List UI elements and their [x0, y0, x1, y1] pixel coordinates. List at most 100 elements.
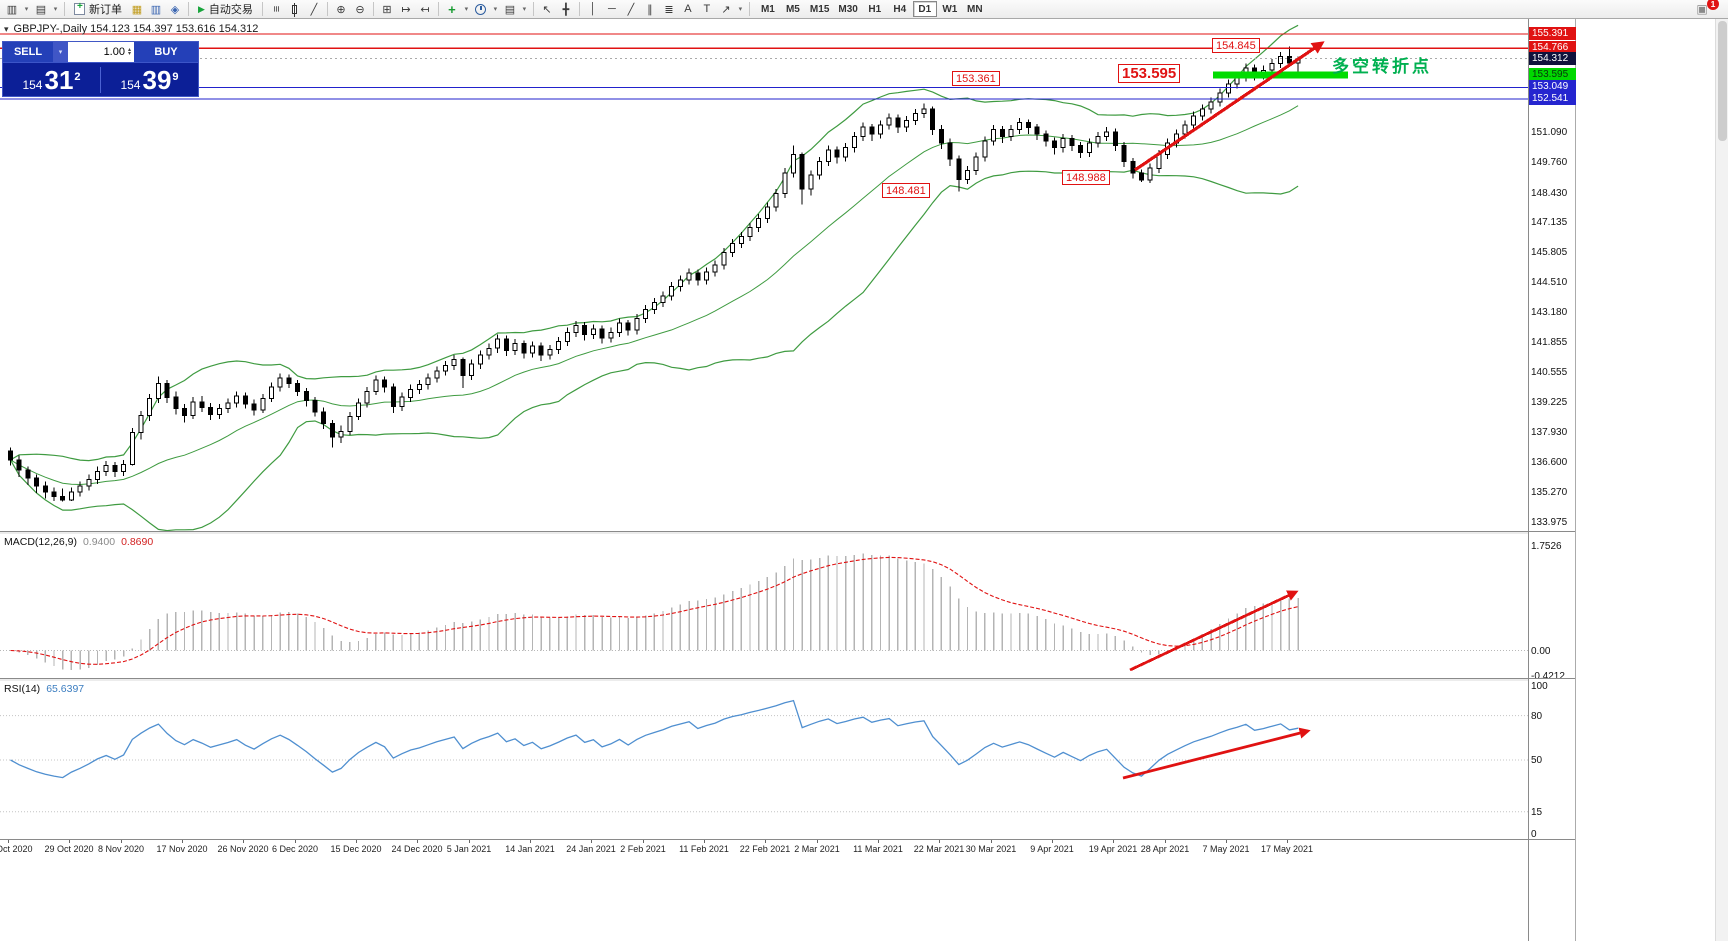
volume-down-icon[interactable]: ▾ — [127, 51, 131, 57]
profiles-icon[interactable]: ▤ — [35, 3, 47, 16]
axis-tick-label: 140.555 — [1531, 367, 1568, 378]
price-tag: 153.049 — [1529, 80, 1576, 93]
timeframe-MN[interactable]: MN — [963, 1, 987, 17]
timeframe-H1[interactable]: H1 — [863, 1, 887, 17]
date-label: 7 May 2021 — [1202, 844, 1250, 854]
tile-windows-icon[interactable]: ⊞ — [382, 3, 392, 16]
axis-tick-label: -0.4212 — [1531, 671, 1565, 682]
data-window-icon[interactable]: ▥ — [150, 3, 162, 16]
date-label: 22 Feb 2021 — [739, 844, 791, 854]
indicators-dropdown-icon[interactable]: ▾ — [464, 6, 469, 13]
axis-tick-label: 136.600 — [1531, 457, 1568, 468]
arrows-icon[interactable]: ↗ — [721, 3, 731, 16]
new-order-icon — [74, 1, 85, 15]
auto-trading-button[interactable]: ▶ 自动交易 — [193, 1, 258, 18]
toolbar-separator — [64, 2, 65, 16]
fibonacci-icon[interactable]: ≣ — [664, 3, 674, 16]
profiles-dropdown-icon[interactable]: ▾ — [53, 6, 58, 13]
periods-dropdown-icon[interactable]: ▾ — [493, 6, 498, 13]
templates-dropdown-icon[interactable]: ▾ — [522, 6, 527, 13]
zoom-out-icon[interactable]: ⊖ — [355, 3, 365, 16]
timeframe-D1[interactable]: D1 — [912, 1, 937, 17]
date-label: 26 Nov 2020 — [217, 844, 269, 854]
date-label: 8 Nov 2020 — [97, 844, 145, 854]
volume-input[interactable]: 1.00 ▴ ▾ — [68, 42, 134, 62]
new-chart-icon[interactable]: ▥ — [6, 3, 18, 16]
macd-label: MACD(12,26,9) 0.9400 0.8690 — [4, 536, 159, 548]
price-tag: 153.595 — [1529, 68, 1576, 81]
one-click-toggle-icon[interactable]: ▾ — [4, 23, 9, 34]
timeframe-W1[interactable]: W1 — [938, 1, 962, 17]
buy-button[interactable]: BUY — [134, 42, 198, 62]
templates-icon[interactable]: ▤ — [504, 3, 516, 16]
panel-splitter[interactable] — [0, 531, 1528, 534]
zoom-in-icon[interactable]: ⊕ — [336, 3, 346, 16]
ask-pips: 39 — [142, 64, 172, 95]
sell-button[interactable]: SELL — [3, 42, 53, 62]
text-label-icon[interactable]: T — [703, 3, 711, 15]
candlestick-icon[interactable] — [286, 1, 304, 17]
axis-tick-label: 145.805 — [1531, 247, 1568, 258]
ask-price[interactable]: 154 39 9 — [101, 66, 198, 94]
vertical-line-icon[interactable]: │ — [589, 3, 597, 15]
crosshair-icon[interactable]: ╋ — [562, 3, 570, 16]
date-label: 9 Apr 2021 — [1030, 844, 1074, 854]
indicators-icon[interactable]: + — [448, 1, 456, 17]
timeframe-toolbar: M1 M5 M15 M30 H1 H4 D1 W1 MN — [756, 1, 987, 17]
price-callout: 153.595 — [1118, 64, 1181, 83]
timeframe-M15[interactable]: M15 — [806, 1, 833, 17]
vertical-scrollbar[interactable] — [1715, 19, 1728, 941]
macd-canvas[interactable] — [0, 534, 1528, 678]
trendline-icon[interactable]: ╱ — [627, 3, 635, 16]
rsi-canvas[interactable] — [0, 681, 1528, 839]
date-label: 2 Feb 2021 — [620, 844, 666, 854]
horizontal-line-icon[interactable]: ─ — [608, 3, 616, 15]
timeframe-M30[interactable]: M30 — [834, 1, 861, 17]
text-icon[interactable]: A — [684, 3, 692, 15]
navigator-icon[interactable]: ◈ — [170, 3, 180, 16]
bar-chart-icon[interactable]: ≡ — [269, 5, 282, 13]
axis-tick-label: 148.430 — [1531, 188, 1568, 199]
new-order-label: 新订单 — [89, 4, 122, 16]
date-label: 24 Jan 2021 — [566, 844, 616, 854]
axis-tick-label: 135.270 — [1531, 487, 1568, 498]
price-callout: 154.845 — [1212, 38, 1260, 53]
axis-tick-label: 149.760 — [1531, 157, 1568, 168]
date-label: 11 Mar 2021 — [853, 844, 903, 854]
volume-up-icon[interactable]: ▴ — [127, 46, 131, 53]
line-chart-icon[interactable]: ╱ — [310, 3, 318, 16]
scrollbar-thumb[interactable] — [1718, 21, 1727, 141]
auto-trading-label: 自动交易 — [208, 4, 253, 16]
rsi-label: RSI(14) 65.6397 — [4, 683, 90, 695]
axis-tick-label: 144.510 — [1531, 277, 1568, 288]
volume-spinner[interactable]: ▴ ▾ — [127, 46, 131, 57]
axis-tick-label: 141.855 — [1531, 337, 1568, 348]
date-label: 30 Mar 2021 — [965, 844, 1017, 854]
date-label: 20 Oct 2020 — [0, 844, 33, 854]
panel-splitter[interactable] — [0, 678, 1528, 681]
bid-price[interactable]: 154 31 2 — [3, 66, 100, 94]
new-chart-dropdown-icon[interactable]: ▾ — [24, 6, 29, 13]
main-chart-canvas[interactable] — [0, 19, 1528, 531]
date-label: 15 Dec 2020 — [330, 844, 382, 854]
notifications-icon[interactable]: ▣ 1 — [1693, 0, 1719, 17]
axis-tick-label: 137.930 — [1531, 427, 1568, 438]
timeframe-M1[interactable]: M1 — [756, 1, 780, 17]
timeframe-M5[interactable]: M5 — [781, 1, 805, 17]
market-watch-icon[interactable]: ▦ — [131, 3, 143, 16]
price-tag: 155.391 — [1529, 27, 1576, 40]
macd-name: MACD(12,26,9) — [4, 536, 77, 548]
arrows-dropdown-icon[interactable]: ▾ — [738, 6, 743, 13]
price-axis[interactable]: 151.090 149.760 148.430 147.135 145.805 144.5… — [1528, 19, 1576, 941]
bottom-filler — [0, 857, 1528, 941]
cursor-icon[interactable]: ↖ — [542, 3, 552, 16]
sell-dropdown-icon[interactable]: ▾ — [53, 42, 68, 62]
timeframe-H4[interactable]: H4 — [888, 1, 912, 17]
equidistant-channel-icon[interactable]: ∥ — [647, 3, 653, 16]
periods-icon[interactable] — [472, 1, 490, 17]
chart-shift-icon[interactable]: ↤ — [420, 3, 430, 16]
auto-scroll-icon[interactable]: ↦ — [401, 3, 411, 16]
axis-tick-label: 15 — [1531, 807, 1543, 818]
new-order-button[interactable]: 新订单 — [69, 1, 127, 18]
